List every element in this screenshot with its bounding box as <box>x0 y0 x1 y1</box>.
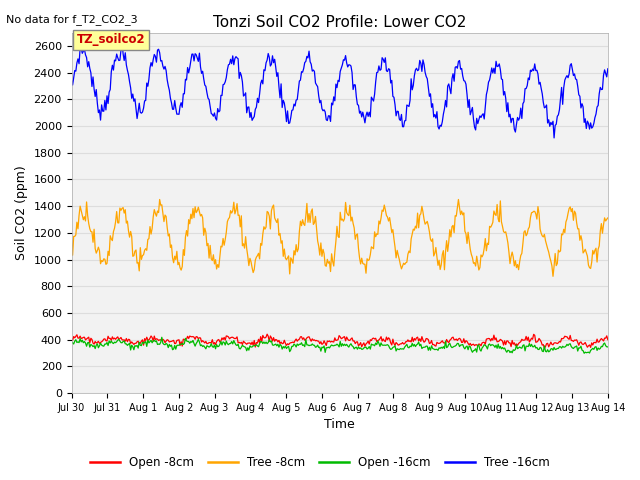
Line: Open -16cm: Open -16cm <box>72 337 608 353</box>
Tree -16cm <box>68 77 76 83</box>
Tree -16cm <box>388 77 396 83</box>
Open -8cm <box>326 339 334 345</box>
Open -16cm <box>326 343 334 349</box>
Text: TZ_soilco2: TZ_soilco2 <box>77 34 145 47</box>
Tree -16cm <box>359 109 367 115</box>
Open -8cm <box>68 335 76 341</box>
Open -8cm <box>263 331 271 337</box>
Open -16cm <box>323 345 331 351</box>
Open -8cm <box>388 342 396 348</box>
Tree -16cm <box>508 116 516 121</box>
Tree -8cm <box>359 261 367 266</box>
Tree -8cm <box>508 249 516 255</box>
Open -8cm <box>541 345 548 351</box>
Tree -8cm <box>593 259 601 265</box>
Tree -16cm <box>604 66 612 72</box>
Open -8cm <box>593 336 601 342</box>
Open -16cm <box>604 344 612 350</box>
Tree -8cm <box>388 229 396 235</box>
X-axis label: Time: Time <box>324 419 355 432</box>
Open -16cm <box>508 350 516 356</box>
Tree -16cm <box>323 118 331 123</box>
Tree -8cm <box>156 197 163 203</box>
Tree -8cm <box>326 269 334 275</box>
Tree -16cm <box>118 40 126 46</box>
Open -16cm <box>359 346 367 352</box>
Line: Open -8cm: Open -8cm <box>72 334 608 348</box>
Text: No data for f_T2_CO2_3: No data for f_T2_CO2_3 <box>6 14 138 25</box>
Open -8cm <box>323 338 331 344</box>
Open -16cm <box>158 335 166 340</box>
Open -8cm <box>508 337 516 343</box>
Open -16cm <box>388 346 396 352</box>
Tree -8cm <box>604 215 612 221</box>
Open -16cm <box>593 348 601 353</box>
Line: Tree -8cm: Tree -8cm <box>72 200 608 276</box>
Tree -16cm <box>550 135 558 141</box>
Tree -16cm <box>326 119 334 124</box>
Open -16cm <box>580 350 588 356</box>
Open -8cm <box>604 337 612 343</box>
Tree -8cm <box>549 274 557 279</box>
Title: Tonzi Soil CO2 Profile: Lower CO2: Tonzi Soil CO2 Profile: Lower CO2 <box>213 15 467 30</box>
Y-axis label: Soil CO2 (ppm): Soil CO2 (ppm) <box>15 166 28 260</box>
Line: Tree -16cm: Tree -16cm <box>72 43 608 138</box>
Tree -8cm <box>323 256 331 262</box>
Open -8cm <box>359 342 367 348</box>
Open -16cm <box>68 339 76 345</box>
Tree -8cm <box>68 236 76 242</box>
Legend: Open -8cm, Tree -8cm, Open -16cm, Tree -16cm: Open -8cm, Tree -8cm, Open -16cm, Tree -… <box>86 452 554 474</box>
Tree -16cm <box>593 104 601 110</box>
